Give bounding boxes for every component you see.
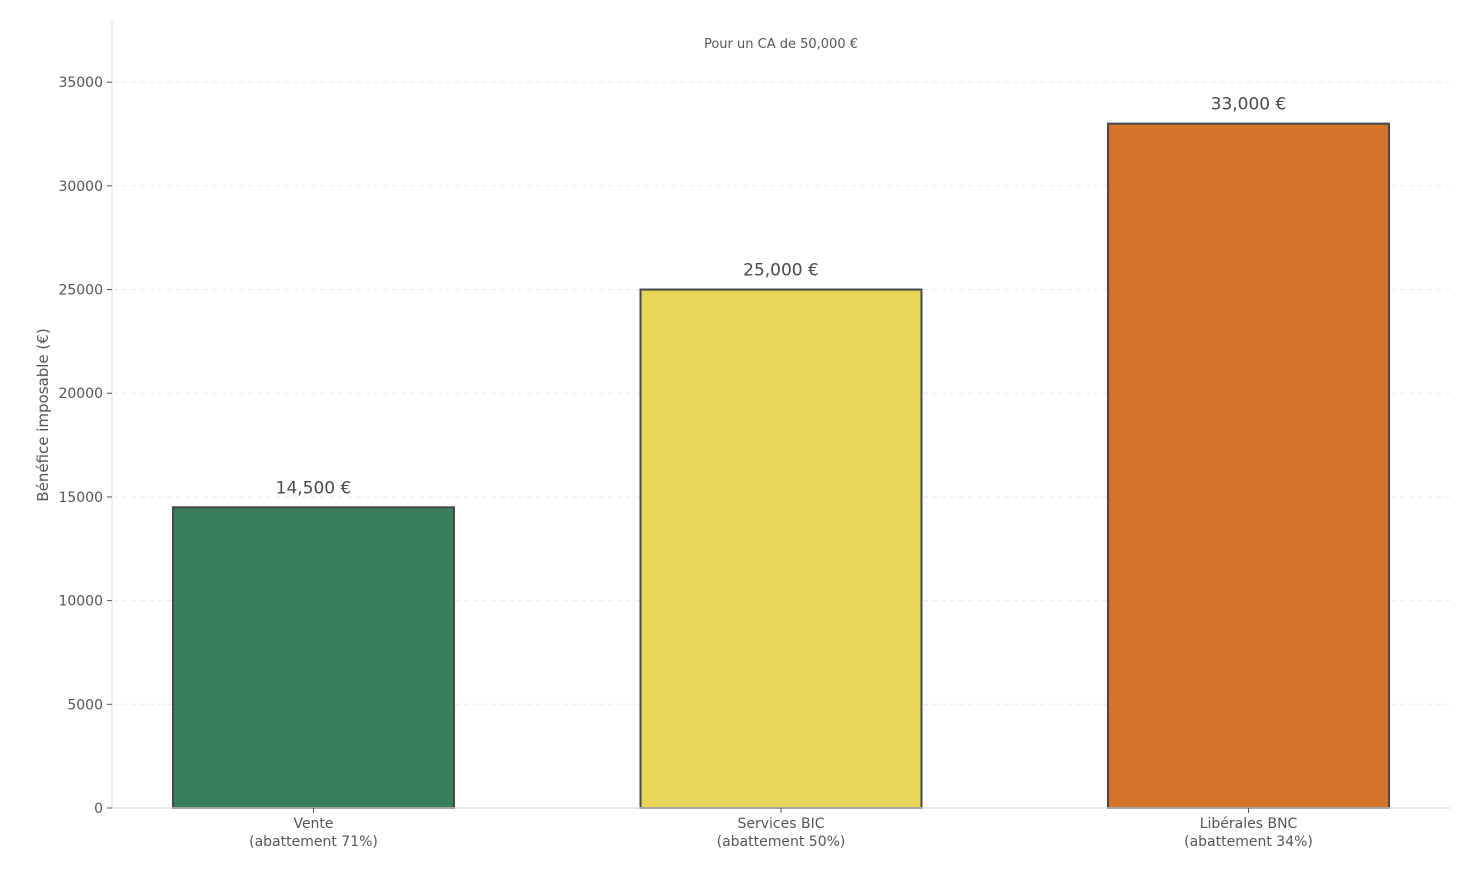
bar xyxy=(639,288,923,809)
bars: 14,500 € 25,000 € 33,000 € xyxy=(172,95,1390,810)
y-axis: 0 5000 10000 15000 20000 25000 30000 35000 xyxy=(58,21,113,817)
bar xyxy=(172,506,455,809)
bar-group: 25,000 € xyxy=(639,261,923,809)
y-tick-label: 35000 xyxy=(58,75,103,91)
x-tick-label: (abattement 34%) xyxy=(1184,834,1313,850)
x-axis: Vente (abattement 71%) Services BIC (abatte… xyxy=(112,807,1450,850)
x-tick-label: Vente xyxy=(293,816,333,832)
bar-group: 14,500 € xyxy=(172,478,455,809)
x-tick-label: (abattement 50%) xyxy=(717,834,846,850)
bar-group: 33,000 € xyxy=(1107,95,1390,810)
bar-value-label: 25,000 € xyxy=(743,261,819,281)
x-tick-label: Services BIC xyxy=(738,816,825,832)
y-tick-label: 25000 xyxy=(58,283,103,299)
bar-value-label: 14,500 € xyxy=(276,478,352,498)
chart-title: Pour un CA de 50,000 € xyxy=(704,37,858,52)
y-tick-label: 10000 xyxy=(58,594,103,610)
bar xyxy=(1107,122,1390,810)
bar-value-label: 33,000 € xyxy=(1211,95,1287,115)
y-tick-label: 20000 xyxy=(58,386,103,402)
y-axis-label: Bénéfice imposable (€) xyxy=(34,328,52,501)
y-tick-label: 5000 xyxy=(67,697,103,713)
x-tick-label: Libérales BNC xyxy=(1200,816,1298,832)
y-tick-label: 15000 xyxy=(58,490,103,506)
x-tick-label: (abattement 71%) xyxy=(249,834,378,850)
y-tick-label: 30000 xyxy=(58,179,103,195)
y-tick-label: 0 xyxy=(94,801,103,817)
